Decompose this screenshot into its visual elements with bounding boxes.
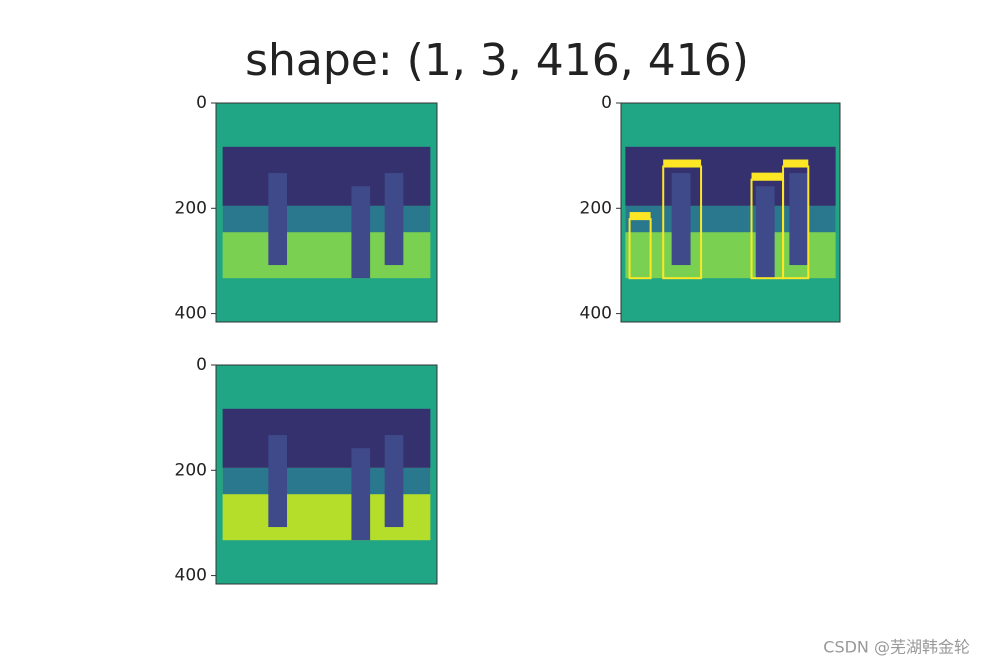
player bbox=[268, 173, 288, 266]
image-panel bbox=[620, 102, 841, 323]
watermark: CSDN @芜湖韩金轮 bbox=[823, 638, 970, 657]
player bbox=[384, 173, 404, 266]
player bbox=[789, 173, 809, 266]
player bbox=[755, 186, 775, 279]
axes-frame bbox=[215, 102, 438, 323]
y-tick-label: 200 bbox=[580, 198, 612, 218]
image-panel bbox=[215, 364, 438, 585]
detection-label bbox=[751, 172, 784, 181]
y-tick-label: 400 bbox=[175, 304, 207, 324]
detection-label bbox=[663, 159, 702, 168]
figure-title: shape: (1, 3, 416, 416) bbox=[245, 35, 749, 86]
image-panel bbox=[215, 102, 438, 323]
axes-frame bbox=[215, 364, 438, 585]
detection-label bbox=[783, 159, 809, 168]
y-tick-label: 200 bbox=[175, 460, 207, 480]
axes-frame bbox=[620, 102, 841, 323]
player bbox=[351, 186, 371, 279]
y-tick-label: 400 bbox=[580, 304, 612, 324]
y-tick-label: 0 bbox=[196, 355, 207, 375]
player bbox=[268, 435, 288, 528]
player bbox=[671, 173, 691, 266]
detection-label bbox=[629, 212, 651, 221]
player bbox=[351, 448, 371, 541]
y-tick-label: 0 bbox=[196, 93, 207, 113]
player bbox=[384, 435, 404, 528]
y-tick-label: 400 bbox=[175, 566, 207, 586]
y-tick-label: 200 bbox=[175, 198, 207, 218]
y-tick-label: 0 bbox=[601, 93, 612, 113]
